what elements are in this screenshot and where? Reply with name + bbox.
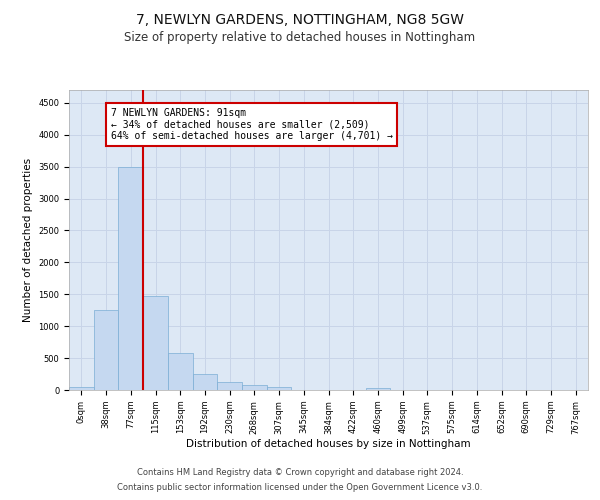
Bar: [217, 382, 242, 390]
Bar: [365, 388, 390, 390]
Bar: [168, 353, 193, 390]
Text: Contains public sector information licensed under the Open Government Licence v3: Contains public sector information licen…: [118, 483, 482, 492]
Text: Size of property relative to detached houses in Nottingham: Size of property relative to detached ho…: [124, 31, 476, 44]
Text: 7, NEWLYN GARDENS, NOTTINGHAM, NG8 5GW: 7, NEWLYN GARDENS, NOTTINGHAM, NG8 5GW: [136, 12, 464, 26]
Bar: [94, 310, 118, 390]
Text: Contains HM Land Registry data © Crown copyright and database right 2024.: Contains HM Land Registry data © Crown c…: [137, 468, 463, 477]
Bar: [69, 387, 94, 390]
X-axis label: Distribution of detached houses by size in Nottingham: Distribution of detached houses by size …: [186, 440, 471, 450]
Bar: [242, 385, 267, 390]
Y-axis label: Number of detached properties: Number of detached properties: [23, 158, 32, 322]
Text: 7 NEWLYN GARDENS: 91sqm
← 34% of detached houses are smaller (2,509)
64% of semi: 7 NEWLYN GARDENS: 91sqm ← 34% of detache…: [110, 108, 392, 141]
Bar: [143, 296, 168, 390]
Bar: [193, 374, 217, 390]
Bar: [267, 388, 292, 390]
Bar: [118, 166, 143, 390]
